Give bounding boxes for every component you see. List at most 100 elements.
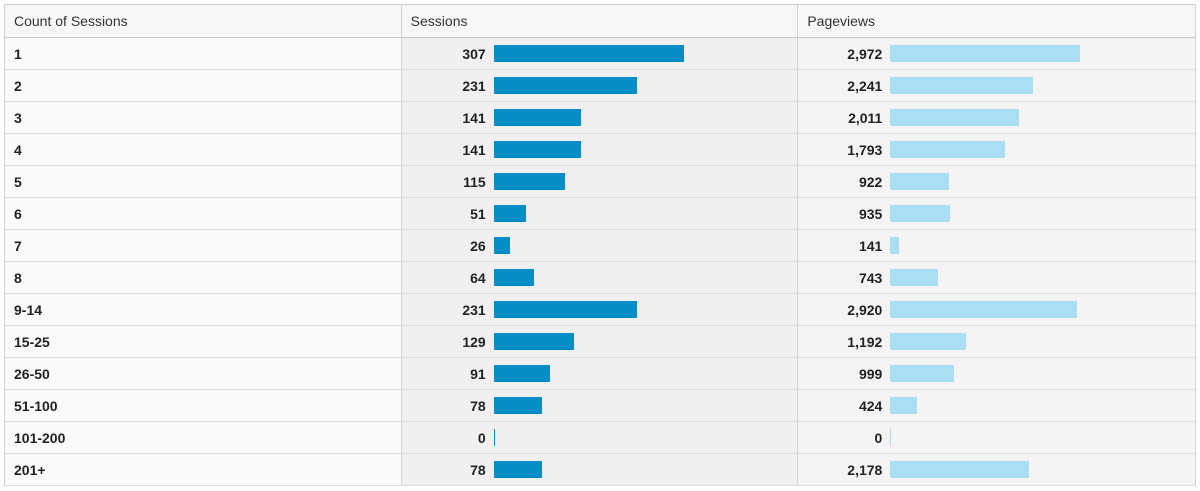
table-row: 9-14 231 2,920 <box>5 294 1197 326</box>
pageviews-bar-area <box>890 294 1150 325</box>
dimension-label: 3 <box>14 109 22 126</box>
pageviews-bar <box>890 429 892 446</box>
sessions-value: 115 <box>463 173 486 190</box>
sessions-bar-area <box>493 422 754 453</box>
sessions-cell: 78 <box>401 454 799 485</box>
header-count-of-sessions[interactable]: Count of Sessions <box>5 5 402 37</box>
pageviews-value: 2,241 <box>847 77 883 94</box>
table-row: 2 231 2,241 <box>5 70 1197 102</box>
pageviews-bar <box>890 109 1020 126</box>
sessions-cell: 115 <box>401 166 799 197</box>
header-sessions[interactable]: Sessions <box>401 5 799 37</box>
dimension-label: 4 <box>14 141 22 158</box>
sessions-value: 141 <box>462 109 486 126</box>
table-row: 8 64 743 <box>5 262 1197 294</box>
pageviews-bar-area <box>890 102 1150 133</box>
sessions-cell: 141 <box>401 134 799 165</box>
pageviews-bar-area <box>890 70 1150 101</box>
header-sessions-label: Sessions <box>410 13 468 29</box>
dimension-cell: 26-50 <box>5 358 402 389</box>
dimension-label: 101-200 <box>14 429 66 446</box>
pageviews-bar-area <box>890 262 1150 293</box>
dimension-label: 201+ <box>14 461 46 478</box>
pageviews-value: 2,972 <box>847 45 883 62</box>
sessions-cell: 307 <box>401 38 799 69</box>
sessions-value: 307 <box>462 45 486 62</box>
dimension-cell: 101-200 <box>5 422 402 453</box>
sessions-cell: 0 <box>401 422 799 453</box>
sessions-value: 78 <box>470 461 486 478</box>
sessions-cell: 26 <box>401 230 799 261</box>
table-row: 15-25 129 1,192 <box>5 326 1197 358</box>
dimension-cell: 6 <box>5 198 402 229</box>
pageviews-cell: 2,920 <box>798 294 1197 325</box>
table-row: 201+ 78 2,178 <box>5 454 1197 486</box>
sessions-bar-area <box>493 166 754 197</box>
pageviews-bar <box>890 333 967 350</box>
pageviews-bar <box>890 461 1030 478</box>
sessions-cell: 64 <box>401 262 799 293</box>
pageviews-cell: 1,793 <box>798 134 1197 165</box>
pageviews-value: 743 <box>858 269 883 286</box>
pageviews-value: 922 <box>858 173 883 190</box>
pageviews-cell: 2,241 <box>798 70 1197 101</box>
dimension-cell: 3 <box>5 102 402 133</box>
header-pageviews[interactable]: Pageviews <box>798 5 1197 37</box>
table-row: 51-100 78 424 <box>5 390 1197 422</box>
sessions-bar-area <box>493 134 754 165</box>
pageviews-bar-area <box>890 454 1150 485</box>
sessions-bar-area <box>493 70 754 101</box>
pageviews-cell: 0 <box>798 422 1197 453</box>
dimension-label: 9-14 <box>14 301 43 318</box>
pageviews-bar <box>890 301 1078 318</box>
sessions-bar <box>493 237 510 254</box>
sessions-bar-area <box>493 102 754 133</box>
dimension-label: 1 <box>14 45 22 62</box>
pageviews-value: 2,920 <box>847 301 883 318</box>
pageviews-bar <box>890 141 1006 158</box>
pageviews-bar <box>890 365 955 382</box>
pageviews-bar-area <box>890 326 1150 357</box>
table-row: 3 141 2,011 <box>5 102 1197 134</box>
sessions-cell: 91 <box>401 358 799 389</box>
sessions-cell: 231 <box>401 294 799 325</box>
pageviews-bar <box>890 77 1034 94</box>
dimension-cell: 9-14 <box>5 294 402 325</box>
pageviews-bar <box>890 173 950 190</box>
sessions-value: 51 <box>470 205 486 222</box>
sessions-bar <box>493 333 574 350</box>
pageviews-bar-area <box>890 390 1150 421</box>
sessions-bar-area <box>493 358 754 389</box>
pageviews-cell: 935 <box>798 198 1197 229</box>
sessions-bar-area <box>493 262 754 293</box>
pageviews-value: 999 <box>858 365 883 382</box>
dimension-cell: 201+ <box>5 454 402 485</box>
sessions-bar <box>493 45 684 62</box>
pageviews-value: 935 <box>858 205 883 222</box>
dimension-cell: 1 <box>5 38 402 69</box>
sessions-cell: 129 <box>401 326 799 357</box>
sessions-bar <box>493 397 542 414</box>
pageviews-bar <box>890 45 1081 62</box>
sessions-bar <box>493 77 637 94</box>
dimension-label: 6 <box>14 205 22 222</box>
sessions-value: 26 <box>470 237 486 254</box>
sessions-bar <box>493 141 581 158</box>
pageviews-cell: 424 <box>798 390 1197 421</box>
sessions-bar-area <box>493 230 754 261</box>
pageviews-cell: 922 <box>798 166 1197 197</box>
sessions-cell: 141 <box>401 102 799 133</box>
sessions-value: 64 <box>470 269 486 286</box>
dimension-cell: 5 <box>5 166 402 197</box>
dimension-label: 2 <box>14 77 22 94</box>
pageviews-value: 424 <box>858 397 883 414</box>
pageviews-cell: 2,178 <box>798 454 1197 485</box>
table-row: 4 141 1,793 <box>5 134 1197 166</box>
dimension-label: 8 <box>14 269 22 286</box>
sessions-bar-area <box>493 326 754 357</box>
dimension-label: 5 <box>14 173 22 190</box>
table-row: 1 307 2,972 <box>5 38 1197 70</box>
dimension-cell: 7 <box>5 230 402 261</box>
pageviews-cell: 743 <box>798 262 1197 293</box>
dimension-cell: 15-25 <box>5 326 402 357</box>
